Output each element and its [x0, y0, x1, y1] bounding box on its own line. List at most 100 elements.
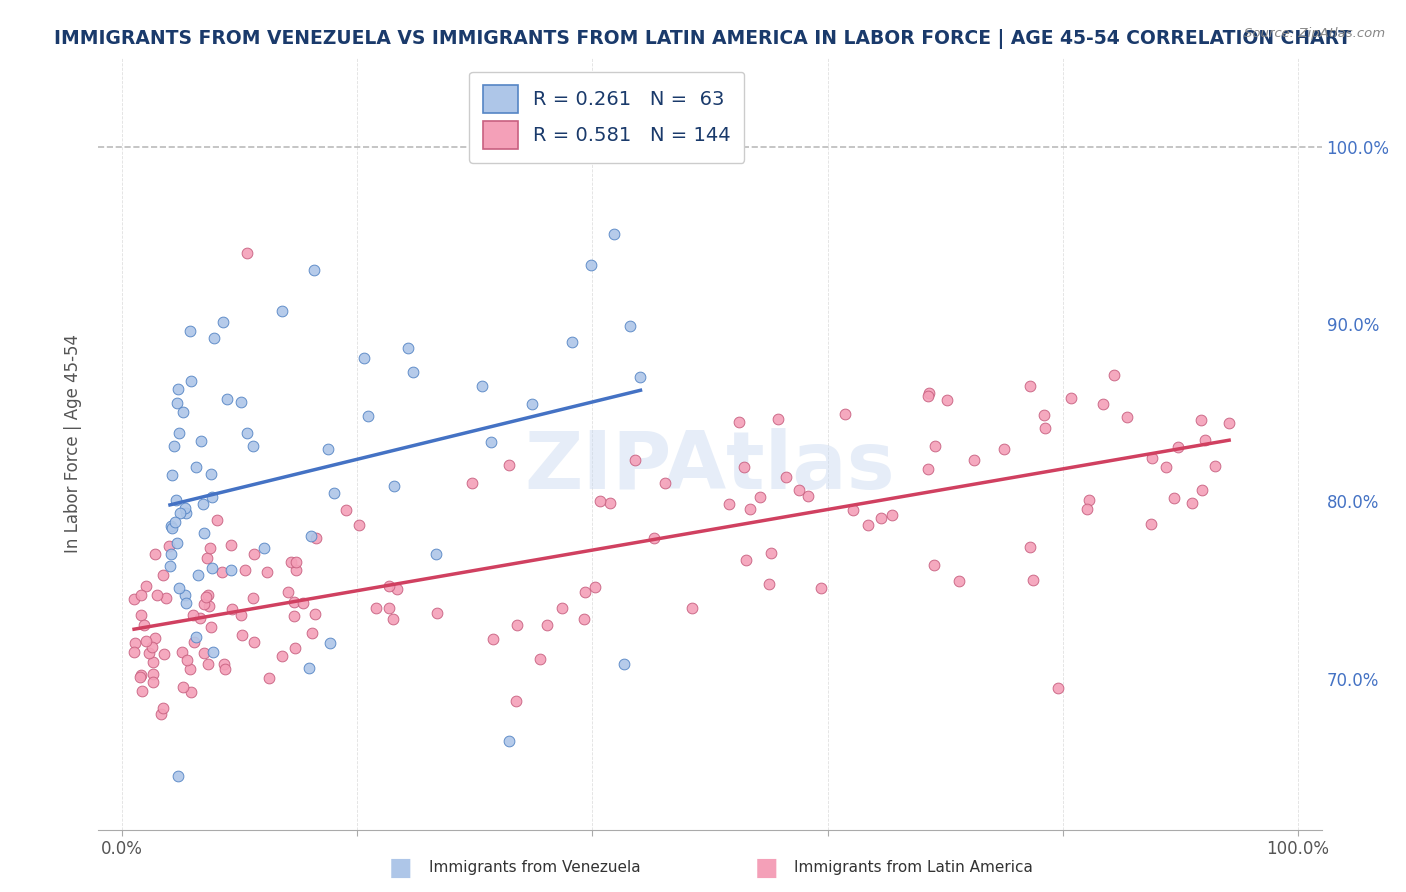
Point: [1167, 441, 1189, 455]
Point: [142, 674, 165, 689]
Point: [195, 550, 218, 565]
Point: [183, 634, 205, 648]
Point: [766, 412, 789, 426]
Point: [425, 547, 447, 561]
Point: [212, 657, 235, 671]
Point: [277, 584, 299, 599]
Point: [924, 439, 946, 453]
Point: [842, 503, 865, 517]
Point: [211, 565, 233, 579]
Point: [146, 588, 169, 602]
Point: [155, 591, 177, 606]
Point: [993, 442, 1015, 456]
Point: [426, 606, 449, 620]
Point: [682, 601, 704, 615]
Point: [572, 612, 595, 626]
Point: [212, 315, 235, 329]
Point: [214, 662, 236, 676]
Point: [243, 635, 266, 649]
Text: Immigrants from Latin America: Immigrants from Latin America: [794, 861, 1033, 875]
Point: [190, 434, 212, 448]
Point: [134, 617, 156, 632]
Point: [589, 493, 612, 508]
Point: [231, 394, 253, 409]
Point: [157, 540, 180, 554]
Point: [948, 574, 970, 589]
Point: [728, 415, 751, 429]
Point: [735, 553, 758, 567]
Point: [924, 558, 946, 572]
Point: [159, 547, 181, 561]
Point: [160, 468, 183, 483]
Point: [129, 607, 152, 622]
Point: [1191, 483, 1213, 498]
Point: [174, 506, 197, 520]
Point: [219, 538, 242, 552]
Point: [366, 601, 388, 615]
Point: [221, 602, 243, 616]
Point: [353, 351, 375, 365]
Point: [200, 620, 222, 634]
Point: [630, 370, 652, 384]
Point: [461, 475, 484, 490]
Point: [169, 426, 191, 441]
Point: [283, 595, 305, 609]
Point: [789, 483, 811, 497]
Point: [1181, 496, 1204, 510]
Point: [242, 439, 264, 453]
Point: [1077, 492, 1099, 507]
Point: [159, 559, 181, 574]
Point: [135, 579, 157, 593]
Text: Source: ZipAtlas.com: Source: ZipAtlas.com: [1244, 27, 1385, 40]
Point: [1018, 378, 1040, 392]
Point: [201, 490, 224, 504]
Point: [184, 630, 207, 644]
Point: [349, 518, 371, 533]
Point: [619, 319, 641, 334]
Point: [152, 701, 174, 715]
Point: [718, 497, 741, 511]
Point: [124, 635, 146, 649]
Point: [482, 632, 505, 647]
Point: [242, 547, 264, 561]
Point: [215, 392, 238, 407]
Point: [870, 511, 893, 525]
Point: [387, 582, 409, 596]
Point: [378, 579, 401, 593]
Point: [170, 645, 193, 659]
Point: [654, 475, 676, 490]
Point: [498, 458, 520, 472]
Point: [1033, 421, 1056, 435]
Point: [918, 386, 941, 401]
Point: [936, 393, 959, 408]
Point: [197, 657, 219, 671]
Point: [143, 632, 166, 646]
Point: [299, 529, 322, 543]
Point: [166, 396, 188, 410]
Point: [256, 565, 278, 579]
Text: ■: ■: [389, 856, 412, 880]
Point: [775, 470, 797, 484]
Text: ■: ■: [755, 856, 778, 880]
Point: [613, 657, 636, 671]
Point: [505, 694, 527, 708]
Point: [138, 646, 160, 660]
Point: [150, 707, 173, 722]
Point: [172, 405, 194, 419]
Point: [160, 521, 183, 535]
Point: [740, 501, 762, 516]
Point: [963, 453, 986, 467]
Point: [160, 518, 183, 533]
Point: [193, 598, 215, 612]
Point: [180, 685, 202, 699]
Point: [917, 462, 939, 476]
Point: [152, 568, 174, 582]
Point: [193, 646, 215, 660]
Point: [179, 324, 201, 338]
Point: [1033, 409, 1056, 423]
Point: [1189, 413, 1212, 427]
Point: [153, 647, 176, 661]
Point: [316, 442, 339, 456]
Point: [498, 734, 520, 748]
Point: [201, 645, 224, 659]
